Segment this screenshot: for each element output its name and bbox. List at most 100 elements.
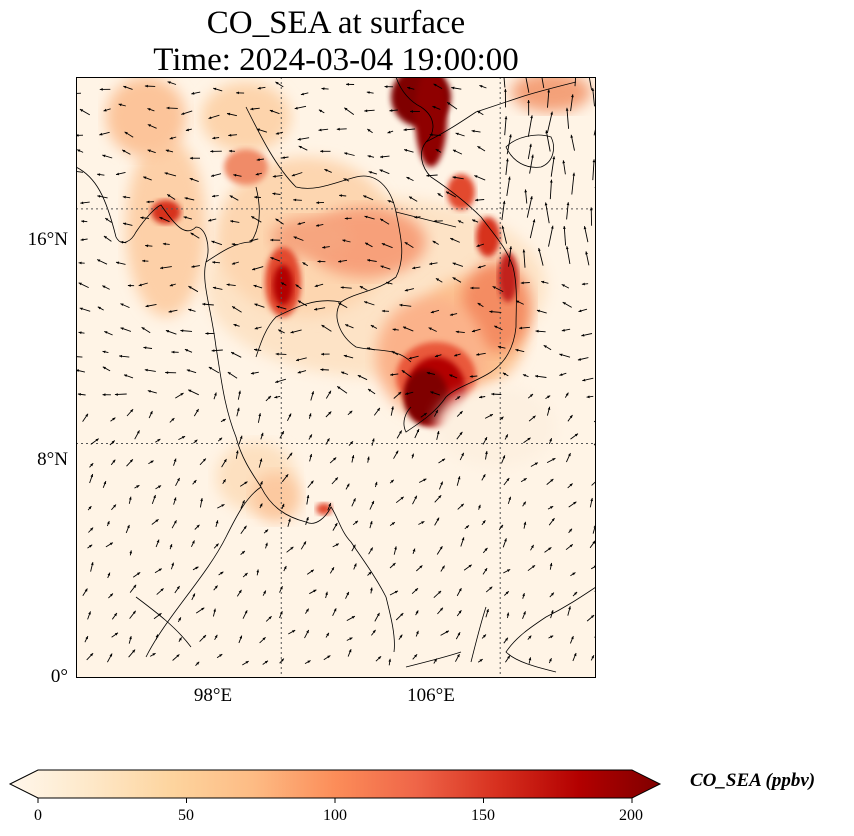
wind-arrow (527, 393, 534, 399)
wind-arrow (388, 658, 392, 666)
wind-arrow (90, 561, 94, 572)
wind-arrow (567, 414, 573, 422)
wind-arrow (589, 207, 593, 226)
wind-arrow (212, 286, 223, 290)
wind-arrow (527, 143, 532, 160)
wind-arrow (129, 550, 133, 556)
wind-arrow (522, 374, 529, 378)
wind-arrow (108, 593, 114, 599)
wind-arrow (169, 417, 175, 423)
wind-arrow (190, 232, 200, 239)
wind-arrow (548, 517, 555, 526)
wind-arrow (528, 415, 536, 422)
wind-arrow (402, 326, 414, 332)
wind-arrow (212, 136, 220, 140)
wind-arrow (102, 154, 113, 159)
wind-arrow (294, 105, 307, 110)
wind-arrow (336, 127, 347, 131)
wind-arrow (420, 412, 428, 418)
wind-arrow (262, 590, 267, 596)
wind-arrow (250, 107, 260, 111)
wind-arrow (170, 562, 174, 570)
wind-arrow (538, 247, 544, 266)
wind-arrow (414, 428, 420, 439)
wind-arrow (323, 655, 331, 661)
wind-arrow (195, 607, 205, 614)
wind-arrow (293, 198, 302, 202)
wind-arrow (96, 259, 108, 265)
wind-arrow (364, 109, 375, 113)
wind-arrow (216, 653, 223, 659)
wind-arrow (190, 540, 195, 547)
wind-arrow (389, 562, 396, 569)
wind-arrow (317, 260, 326, 263)
wind-arrow (189, 177, 199, 183)
wind-arrow (433, 658, 438, 664)
wind-arrow (230, 351, 242, 358)
wind-arrow (236, 407, 240, 417)
wind-arrow (277, 329, 285, 334)
wind-arrow (177, 617, 182, 623)
wind-arrow (331, 477, 339, 485)
wind-arrow (89, 462, 94, 468)
wind-arrow (477, 145, 486, 152)
wind-arrow (124, 131, 134, 138)
wind-arrow (477, 658, 483, 663)
wind-arrow (582, 377, 594, 382)
wind-arrow (126, 408, 134, 417)
wind-arrow (412, 266, 421, 270)
wind-arrow (236, 589, 242, 597)
wind-arrow (363, 301, 375, 306)
wind-arrow (144, 368, 156, 372)
wind-arrow (404, 391, 414, 395)
wind-arrow (543, 344, 552, 351)
wind-arrow (436, 545, 443, 555)
wind-arrow (148, 460, 154, 465)
wind-arrow (522, 501, 527, 507)
wind-arrow (275, 131, 284, 135)
wind-arrow (482, 547, 488, 554)
wind-arrow (128, 496, 132, 504)
wind-arrow (435, 148, 442, 153)
wind-arrow (457, 220, 464, 224)
wind-arrow (527, 564, 536, 572)
wind-arrow (565, 107, 570, 129)
wind-arrow (367, 128, 373, 134)
wind-arrow (123, 374, 134, 379)
wind-arrow (561, 283, 570, 289)
wind-arrow (411, 453, 414, 459)
wind-arrow (231, 243, 238, 246)
wind-arrow (220, 418, 227, 423)
wind-arrow (412, 548, 416, 554)
wind-arrow (208, 218, 217, 222)
wind-arrow (184, 348, 193, 353)
wind-arrow (302, 262, 309, 267)
wind-arrow (188, 285, 199, 293)
wind-arrow (353, 563, 357, 570)
wind-arrow (508, 246, 513, 267)
wind-arrow (208, 366, 220, 374)
wind-arrow (449, 374, 458, 379)
wind-arrow (193, 439, 198, 444)
wind-arrow (476, 352, 486, 356)
wind-arrow (213, 87, 223, 92)
wind-arrow (250, 371, 259, 375)
wind-arrow (523, 437, 531, 444)
wind-arrow (501, 225, 508, 244)
wind-arrow (213, 585, 218, 591)
wind-arrow (430, 391, 441, 396)
wind-arrow (546, 111, 553, 134)
wind-arrow (390, 373, 399, 376)
wind-arrow (308, 413, 312, 419)
colorbar (8, 769, 662, 803)
wind-arrow (485, 586, 493, 593)
wind-arrow (300, 541, 307, 550)
wind-arrow (79, 307, 91, 312)
wind-arrow (281, 503, 285, 509)
wind-arrow (274, 395, 281, 399)
wind-arrow (283, 565, 287, 572)
wind-arrow (111, 612, 118, 620)
map-gridlines (76, 77, 596, 678)
wind-arrow (504, 88, 507, 108)
wind-arrow (81, 220, 88, 223)
